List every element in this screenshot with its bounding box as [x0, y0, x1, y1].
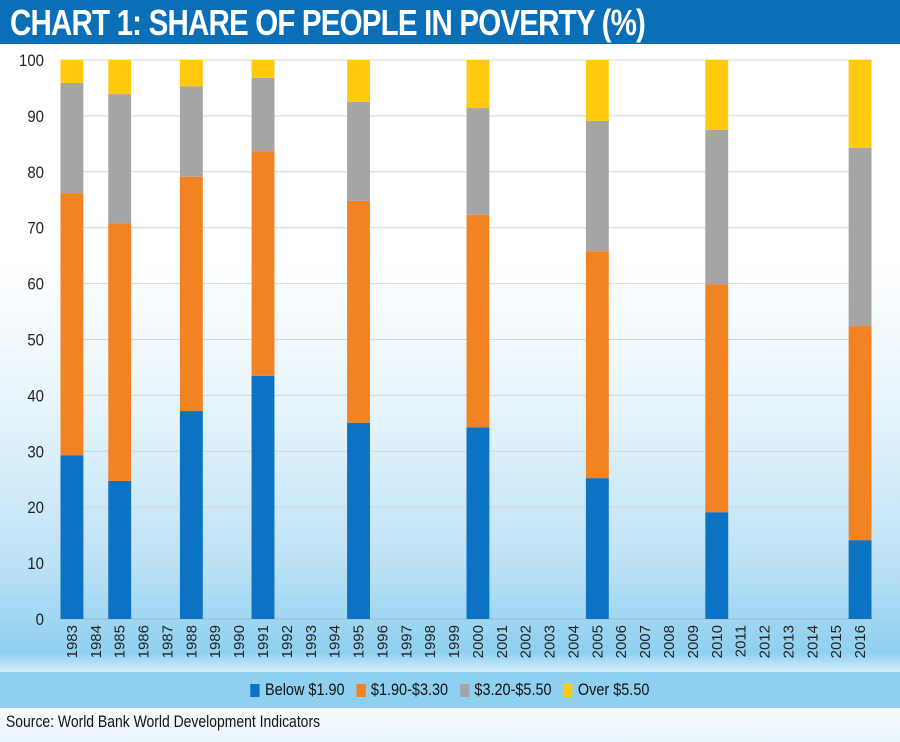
x-tick-label: 2010: [709, 625, 726, 658]
bar-segment: [585, 251, 609, 479]
legend-item: Below $1.90: [250, 680, 345, 700]
bar-segment: [60, 82, 84, 194]
x-tick-label: 2003: [542, 625, 559, 658]
x-tick-label: 1990: [231, 625, 248, 658]
bar-segment: [848, 540, 872, 619]
x-tick-label: 1996: [374, 625, 391, 658]
x-tick-label: 2009: [685, 625, 702, 658]
bar-segment: [466, 108, 490, 215]
y-tick-label: 40: [27, 388, 44, 406]
legend-band: [0, 672, 900, 708]
x-tick-label: 2014: [804, 625, 821, 658]
bar-segment: [179, 60, 203, 87]
x-tick-label: 2004: [565, 625, 582, 658]
title-bar: CHART 1: SHARE OF PEOPLE IN POVERTY (%): [0, 0, 900, 44]
bar-segment: [251, 375, 275, 619]
y-tick-label: 90: [27, 108, 44, 126]
x-tick-label: 1997: [398, 625, 415, 658]
y-tick-label: 50: [27, 332, 44, 350]
bar-segment: [347, 60, 370, 102]
x-tick-label: 1987: [159, 625, 176, 658]
legend-swatch: [356, 683, 366, 697]
bar-segment: [179, 176, 203, 412]
legend: Below $1.90 $1.90-$3.30 $3.20-$5.50 Over $5…: [68, 680, 833, 700]
bar-segment: [705, 129, 729, 285]
x-tick-label: 2005: [589, 625, 606, 658]
y-tick-label: 20: [27, 499, 44, 517]
bar-segment: [251, 151, 275, 376]
x-tick-label: 2016: [852, 625, 869, 658]
bar-segment: [108, 94, 132, 224]
y-tick-label: 80: [27, 164, 44, 182]
bar-segment: [60, 193, 84, 456]
bar-segment: [108, 60, 132, 95]
bar-segment: [60, 455, 84, 619]
legend-label: Below $1.90: [265, 680, 345, 699]
bar-segment: [347, 200, 370, 423]
x-tick-label: 1988: [183, 625, 200, 658]
x-tick-label: 2015: [828, 625, 845, 658]
y-tick-label: 100: [19, 52, 44, 70]
x-tick-label: 2012: [757, 625, 774, 658]
chart-title: CHART 1: SHARE OF PEOPLE IN POVERTY (%): [10, 2, 646, 43]
bar-segment: [848, 60, 872, 148]
source-note: Source: World Bank World Development Ind…: [6, 712, 321, 731]
x-tick-label: 2002: [518, 625, 535, 658]
y-tick-label: 70: [27, 220, 44, 238]
x-tick-label: 1991: [255, 625, 272, 658]
legend-label: $3.20-$5.50: [474, 680, 552, 699]
x-tick-label: 2008: [661, 625, 678, 658]
bar-segment: [848, 326, 872, 541]
bar-segment: [251, 60, 275, 78]
x-tick-label: 2013: [780, 625, 797, 658]
bar-segment: [848, 147, 872, 327]
bar-segment: [705, 284, 729, 513]
bar-segment: [705, 60, 729, 130]
bar-segment: [251, 77, 275, 152]
y-tick-label: 0: [36, 611, 44, 629]
x-tick-label: 1995: [351, 625, 368, 658]
x-tick-label: 1986: [136, 625, 153, 658]
x-tick-label: 1999: [446, 625, 463, 658]
x-tick-label: 1993: [303, 625, 320, 658]
legend-item: $3.20-$5.50: [459, 680, 552, 700]
x-tick-label: 2011: [733, 625, 750, 657]
bar-segment: [585, 120, 609, 252]
y-tick-label: 30: [27, 443, 44, 461]
bar-segment: [705, 512, 729, 619]
y-tick-label: 10: [27, 555, 44, 573]
legend-label: $1.90-$3.30: [370, 680, 449, 699]
bar-segment: [179, 86, 203, 177]
x-tick-label: 1985: [112, 625, 129, 658]
x-tick-label: 1983: [64, 625, 81, 658]
x-tick-label: 1989: [207, 625, 224, 658]
x-tick-label: 2006: [613, 625, 630, 658]
x-tick-label: 2007: [637, 625, 654, 658]
bar-segment: [466, 427, 490, 619]
legend-swatch: [250, 683, 260, 697]
bar-segment: [347, 101, 370, 201]
bar-segment: [585, 478, 609, 619]
legend-swatch: [459, 683, 470, 697]
x-tick-label: 1984: [88, 625, 105, 658]
bar-segment: [347, 422, 370, 619]
x-tick-label: 1998: [422, 625, 439, 658]
bar-segment: [466, 60, 490, 109]
x-tick-label: 2001: [494, 625, 511, 658]
x-tick-label: 2000: [470, 625, 487, 658]
x-tick-label: 1992: [279, 625, 296, 658]
bar-segment: [60, 60, 84, 83]
bar-segment: [466, 214, 490, 428]
bar-segment: [179, 411, 203, 619]
bar-segment: [108, 223, 132, 481]
bar-segment: [585, 60, 609, 121]
x-tick-label: 1994: [327, 625, 344, 658]
bar-segment: [108, 480, 132, 619]
legend-label: Over $5.50: [577, 680, 650, 699]
legend-item: $1.90-$3.30: [356, 680, 448, 700]
y-tick-label: 60: [27, 276, 44, 294]
legend-item: Over $5.50: [563, 680, 649, 700]
chart: 0 10 20 30 40 50 60 70 80 90 100 1983 1984 1985 1986 19…: [19, 52, 872, 658]
legend-swatch: [563, 683, 573, 697]
